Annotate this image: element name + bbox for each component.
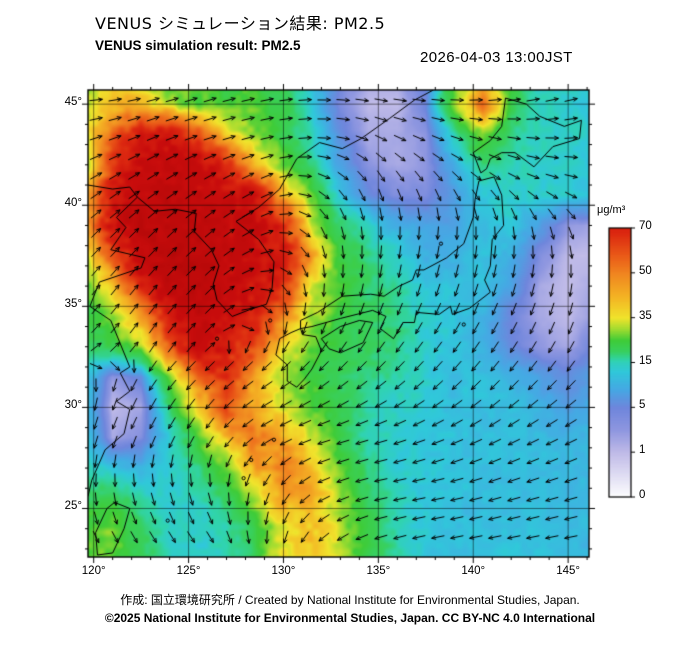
credit-line: 作成: 国立環境研究所 / Created by National Instit… (120, 593, 580, 607)
copyright-line: ©2025 National Institute for Environment… (104, 611, 596, 625)
colorbar-unit-label: μg/m³ (597, 204, 626, 216)
